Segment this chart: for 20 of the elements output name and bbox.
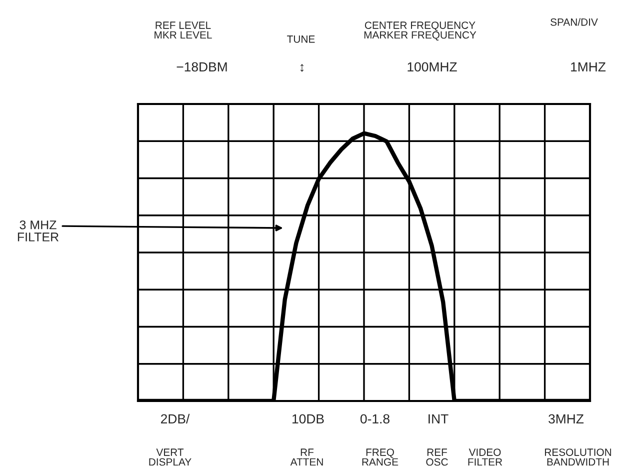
- text: REF LEVEL MKR LEVEL: [154, 22, 212, 39]
- text: VERT DISPLAY: [149, 448, 192, 466]
- text: SPAN/DIV: [550, 18, 598, 26]
- text: FREQ RANGE: [362, 448, 398, 466]
- text: 3 MHZ FILTER: [18, 220, 58, 242]
- text: ↕: [300, 64, 304, 72]
- text: INT: [428, 414, 448, 424]
- text: 100MHZ: [408, 62, 457, 72]
- text: 2DB/: [160, 414, 190, 424]
- text: 1MHZ: [571, 62, 606, 72]
- text: −18DBM: [176, 62, 227, 72]
- text: TUNE: [287, 36, 315, 43]
- text: RF ATTEN: [290, 448, 323, 466]
- text: REF OSC: [426, 448, 448, 466]
- text: RESOLUTION BANDWIDTH: [544, 448, 612, 466]
- text: 3MHZ: [548, 414, 584, 424]
- text: 0-1.8: [360, 414, 390, 424]
- text: CENTER FREQUENCY MARKER FREQUENCY: [364, 22, 476, 41]
- text: VIDEO FILTER: [468, 448, 502, 466]
- text: 10DB: [292, 414, 324, 424]
